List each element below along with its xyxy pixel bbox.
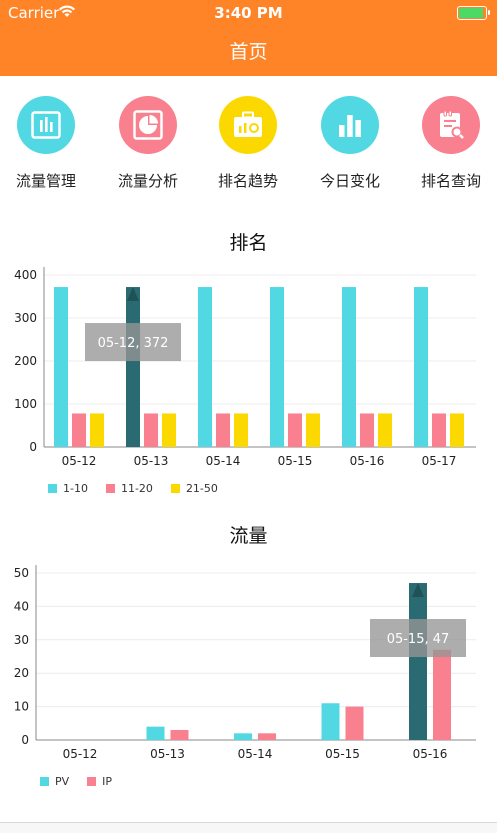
tooltip-label: 05-12, 372 [98,336,169,351]
tooltip-label: 05-15, 47 [387,632,450,647]
bar-IP-05-16[interactable] [433,649,451,740]
bar-1-10-05-16[interactable] [342,287,356,447]
legend-label: 21-50 [185,482,218,495]
legend-item-11-20[interactable]: 11-20 [105,482,153,495]
bar-21-50-05-15[interactable] [306,413,320,447]
bar-PV-05-16[interactable] [409,583,427,740]
bar-chart-icon [17,96,75,154]
traffic-chart-title: 流量 [229,525,268,547]
legend-label: 1-10 [63,482,88,495]
tooltip-box [85,323,181,362]
quick-menu: 流量管理 流量分析 排名趋势 [0,96,497,196]
bar-21-50-05-12[interactable] [90,413,104,447]
legend-swatch [40,777,49,786]
menu-item-today-change[interactable]: 今日变化 [310,96,390,191]
y-tick-label: 40 [14,599,29,613]
menu-item-ranking-query[interactable]: 排名查询 [411,96,491,191]
x-tick-label: 05-15 [325,747,360,761]
bar-1-10-05-12[interactable] [54,287,68,447]
traffic-legend: PV IP [40,775,130,788]
x-tick-label: 05-12 [62,454,97,468]
briefcase-chart-icon [219,96,277,154]
bar-1-10-05-14[interactable] [198,287,212,447]
document-search-icon [422,96,480,154]
x-tick-label: 05-13 [134,454,169,468]
bar-PV-05-13[interactable] [146,726,165,740]
y-tick-label: 300 [14,311,37,325]
ranking-chart-title: 排名 [229,232,268,254]
x-tick-label: 05-14 [206,454,241,468]
legend-label: IP [102,775,113,788]
battery-icon [457,6,490,20]
bar-IP-05-14[interactable] [258,733,276,740]
legend-label: PV [55,775,70,788]
y-tick-label: 400 [14,268,37,282]
menu-item-traffic-analysis[interactable]: 流量分析 [108,96,188,191]
bar-11-20-05-15[interactable] [288,413,302,447]
bar-11-20-05-14[interactable] [216,413,230,447]
legend-swatch [48,484,57,493]
y-tick-label: 200 [14,354,37,368]
ranking-chart: 0 100 200 300 400 05-12 05-13 05-14 05-15 05-16 05… [14,267,476,468]
bar-21-50-05-14[interactable] [234,413,248,447]
x-tick-label: 05-12 [63,747,98,761]
menu-item-ranking-trend[interactable]: 排名趋势 [208,96,288,191]
x-tick-label: 05-13 [150,747,185,761]
x-tick-label: 05-16 [413,747,448,761]
y-tick-label: 50 [14,566,29,580]
page-title: 首页 [229,41,268,63]
x-tick-label: 05-15 [278,454,313,468]
y-tick-label: 30 [14,633,29,647]
menu-label: 今日变化 [319,172,380,190]
menu-label: 流量管理 [15,172,76,190]
legend-item-21-50[interactable]: 21-50 [170,482,218,495]
column-chart-icon [321,96,379,154]
bar-1-10-05-13[interactable] [126,287,140,447]
bar-IP-05-13[interactable] [170,729,189,740]
bar-11-20-05-17[interactable] [432,413,446,447]
bar-1-10-05-15[interactable] [270,287,284,447]
ranking-legend: 1-10 11-20 21-50 [48,482,236,495]
menu-label: 排名趋势 [217,172,278,190]
x-tick-label: 05-14 [238,747,273,761]
legend-swatch [87,777,97,786]
menu-item-traffic-management[interactable]: 流量管理 [6,96,86,191]
x-tick-label: 05-16 [350,454,385,468]
bar-21-50-05-17[interactable] [450,413,464,447]
y-tick-label: 20 [14,666,29,680]
y-tick-label: 0 [21,733,29,747]
bar-1-10-05-17[interactable] [414,287,428,447]
menu-label: 流量分析 [117,172,178,190]
status-bar: Carrier 3:40 PM [0,0,497,26]
tooltip-box [370,619,466,658]
nav-bar: 首页 [0,26,497,76]
menu-label: 排名查询 [420,172,481,190]
bar-11-20-05-13[interactable] [144,413,158,447]
legend-swatch [105,484,115,493]
bar-PV-05-14[interactable] [234,733,252,740]
highlight-marker [127,287,139,302]
bottom-bar [0,822,497,833]
y-tick-label: 0 [29,440,37,454]
x-tick-label: 05-17 [422,454,457,468]
bar-21-50-05-13[interactable] [162,413,176,447]
y-tick-label: 10 [14,700,29,714]
bar-PV-05-15[interactable] [321,703,340,740]
y-tick-label: 100 [14,397,37,411]
status-time: 3:40 PM [214,4,283,22]
carrier-label: Carrier [8,4,60,22]
legend-item-PV[interactable]: PV [40,775,69,788]
wifi-icon [58,4,76,22]
legend-swatch [170,484,180,493]
pie-chart-icon [119,96,177,154]
bar-IP-05-15[interactable] [345,706,364,740]
legend-item-IP[interactable]: IP [87,775,112,788]
legend-label: 11-20 [120,482,153,495]
highlight-marker [412,583,424,598]
traffic-chart: 0 10 20 30 40 50 05-12 05-13 05-14 05-15 05-16 05-1… [14,565,476,761]
legend-item-1-10[interactable]: 1-10 [48,482,88,495]
bar-11-20-05-12[interactable] [72,413,86,447]
bar-21-50-05-16[interactable] [378,413,392,447]
bar-11-20-05-16[interactable] [360,413,374,447]
